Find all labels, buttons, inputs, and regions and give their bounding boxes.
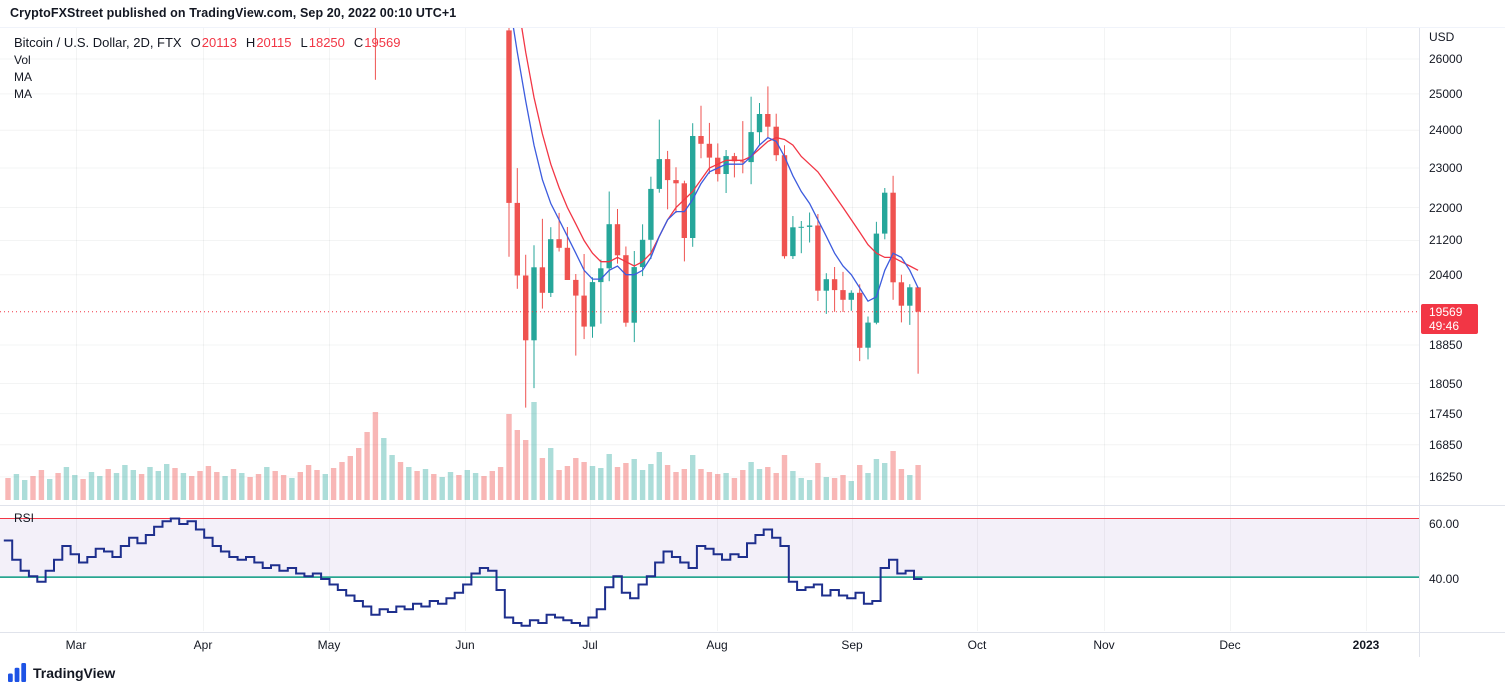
ohlc-open: O 20113 (191, 35, 237, 50)
rsi-legend[interactable]: RSI (14, 511, 35, 525)
time-axis[interactable]: Mar Apr May Jun Jul Aug Sep Oct Nov Dec 2023 (0, 634, 1420, 658)
time-axis-label: Nov (1093, 638, 1115, 652)
time-axis-label: Dec (1219, 638, 1241, 652)
price-tick: 21200 (1429, 233, 1463, 247)
price-tick: 23000 (1429, 161, 1463, 175)
price-tick: 16850 (1429, 438, 1463, 452)
ohlc-close-value: 19569 (364, 35, 401, 50)
price-tick: 24000 (1429, 123, 1463, 137)
time-axis-label: Jun (455, 638, 475, 652)
ohlc-open-label: O (190, 35, 201, 50)
time-axis-label: Sep (841, 638, 863, 652)
time-axis-label: May (317, 638, 341, 652)
price-tick: 17450 (1429, 407, 1463, 421)
time-axis-label: Oct (967, 638, 987, 652)
indicator-volume-label[interactable]: Vol (14, 53, 31, 67)
price-tick: 25000 (1429, 87, 1463, 101)
price-tick: 16250 (1429, 470, 1463, 484)
price-tick: 18850 (1429, 338, 1463, 352)
attribution-header: CryptoFXStreet published on TradingView.… (10, 6, 456, 20)
candle-countdown: 49:46 (1429, 319, 1460, 333)
rsi-tick: 40.00 (1429, 572, 1460, 586)
ohlc-high-value: 20115 (256, 35, 292, 50)
ohlc-low-value: 18250 (308, 35, 345, 50)
ohlc-open-value: 20113 (201, 35, 237, 50)
tradingview-wordmark: TradingView (33, 664, 116, 681)
time-axis-label: Apr (193, 638, 213, 652)
price-axis[interactable]: USD 26000 25000 24000 23000 22000 21200 20400 1… (1420, 0, 1505, 658)
tradingview-footer[interactable]: TradingView (8, 663, 115, 682)
time-axis-label: 2023 (1352, 638, 1380, 652)
last-price-value: 19569 (1429, 305, 1463, 319)
indicator-ma1-label[interactable]: MA (14, 70, 32, 84)
ohlc-close: C 19569 (354, 35, 401, 50)
price-tick: 22000 (1429, 201, 1463, 215)
last-price-badge: 19569 49:46 (1421, 304, 1478, 334)
currency-label: USD (1429, 30, 1455, 44)
tradingview-logo-icon (8, 663, 27, 682)
ohlc-low-label: L (300, 35, 308, 50)
price-tick: 20400 (1429, 268, 1463, 282)
ohlc-close-label: C (353, 35, 364, 50)
time-axis-label: Mar (65, 638, 87, 652)
price-tick: 18050 (1429, 377, 1463, 391)
rsi-tick: 60.00 (1429, 517, 1460, 531)
attribution-text: CryptoFXStreet published on TradingView.… (10, 6, 457, 20)
time-axis-label: Jul (582, 638, 598, 652)
time-axis-label: Aug (706, 638, 728, 652)
indicator-ma2-label[interactable]: MA (14, 87, 32, 101)
ohlc-high: H 20115 (246, 35, 292, 50)
ohlc-low: L 18250 (301, 35, 345, 50)
price-tick: 26000 (1429, 52, 1463, 66)
symbol-title[interactable]: Bitcoin / U.S. Dollar, 2D, FTX (14, 35, 182, 50)
ohlc-high-label: H (245, 35, 256, 50)
